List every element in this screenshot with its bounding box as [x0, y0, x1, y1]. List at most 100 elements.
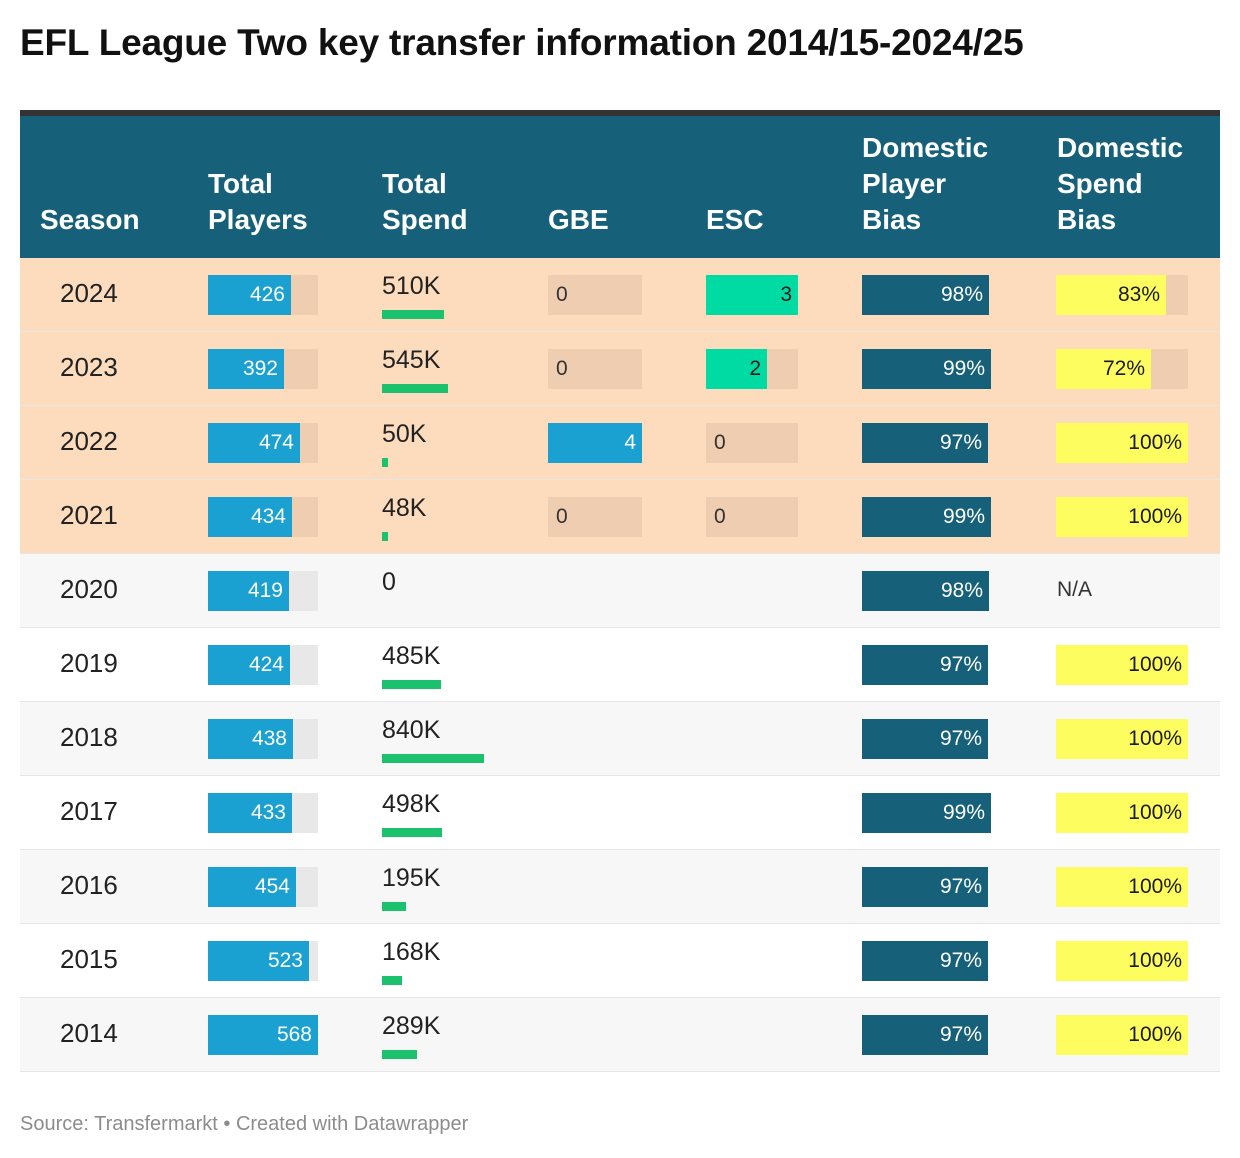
total-spend-value: 48K [382, 494, 427, 522]
gbe-bar: 0 [548, 349, 642, 389]
header-gbe: GBE [548, 204, 609, 235]
total-players-bar-fill: 424 [208, 645, 290, 685]
domestic-spend-bias-bar-fill: 72% [1056, 349, 1151, 389]
esc-bar-value: 0 [714, 505, 726, 528]
total-players-bar-fill: 433 [208, 793, 292, 833]
domestic-spend-bias-bar: 72% [1056, 349, 1188, 389]
domestic-player-bias-bar-fill: 97% [862, 423, 988, 463]
total-players-bar: 434 [208, 497, 318, 537]
domestic-spend-bias-bar: 100% [1056, 497, 1188, 537]
total-players-bar-fill: 434 [208, 497, 292, 537]
gbe-bar-value: 0 [556, 505, 568, 528]
domestic-spend-bias-bar: 100% [1056, 645, 1188, 685]
total-spend-bar [382, 680, 441, 689]
total-players-bar-fill: 419 [208, 571, 289, 611]
table-row: 2014 568 289K 97% 100% [20, 998, 1220, 1072]
domestic-spend-bias-bar-fill: 83% [1056, 275, 1166, 315]
domestic-spend-bias-bar: 100% [1056, 423, 1188, 463]
table-row: 2023 392 545K 0 2 99% 72% [20, 332, 1220, 406]
total-players-bar-fill: 392 [208, 349, 284, 389]
total-spend-bar [382, 828, 442, 837]
total-spend-value: 485K [382, 642, 441, 670]
total-spend-value: 50K [382, 420, 427, 448]
season-cell: 2022 [60, 426, 118, 456]
season-cell: 2024 [60, 278, 118, 308]
domestic-player-bias-bar: 97% [862, 867, 992, 907]
total-spend-value: 168K [382, 938, 441, 966]
gbe-bar: 0 [548, 497, 642, 537]
domestic-player-bias-bar-fill: 97% [862, 867, 988, 907]
header-total-spend: Total Spend [382, 168, 468, 235]
esc-bar: 0 [706, 497, 798, 537]
domestic-spend-bias-na: N/A [1057, 578, 1093, 601]
total-spend-bar [382, 384, 448, 393]
total-spend-bar [382, 902, 406, 911]
total-spend-value: 545K [382, 346, 441, 374]
total-players-bar: 523 [208, 941, 318, 981]
table-row: 2024 426 510K 0 3 98% 83% [20, 258, 1220, 332]
header-season: Season [40, 204, 140, 235]
header-total-players: Total Players [208, 168, 308, 235]
header-esc: ESC [706, 204, 764, 235]
table-top-rule [20, 110, 1220, 116]
domestic-player-bias-bar-fill: 99% [862, 793, 991, 833]
source-note: Source: Transfermarkt • Created with Dat… [20, 1113, 469, 1135]
total-spend-value: 195K [382, 864, 441, 892]
table-row: 2019 424 485K 97% 100% [20, 628, 1220, 702]
total-players-bar: 454 [208, 867, 318, 907]
total-players-bar: 392 [208, 349, 318, 389]
table-row: 2020 419 0 98% N/A [20, 554, 1220, 628]
total-players-bar: 426 [208, 275, 318, 315]
domestic-player-bias-bar: 99% [862, 793, 992, 833]
domestic-player-bias-bar-fill: 99% [862, 497, 991, 537]
season-cell: 2020 [60, 574, 118, 604]
season-cell: 2016 [60, 870, 118, 900]
table-row: 2018 438 840K 97% 100% [20, 702, 1220, 776]
domestic-player-bias-bar: 98% [862, 275, 992, 315]
total-spend-value: 840K [382, 716, 441, 744]
total-spend-bar [382, 310, 444, 319]
data-table: Season Total Players Total Spend GBE ESC… [20, 110, 1220, 1072]
total-spend-bar [382, 1050, 417, 1059]
domestic-spend-bias-bar-fill: 100% [1056, 867, 1188, 907]
domestic-player-bias-bar: 97% [862, 423, 992, 463]
total-players-bar: 438 [208, 719, 318, 759]
domestic-spend-bias-bar-fill: 100% [1056, 645, 1188, 685]
domestic-player-bias-bar-fill: 97% [862, 1015, 988, 1055]
table-row: 2017 433 498K 99% 100% [20, 776, 1220, 850]
total-spend-value: 510K [382, 272, 441, 300]
total-players-bar: 419 [208, 571, 318, 611]
season-cell: 2021 [60, 500, 118, 530]
domestic-spend-bias-bar-fill: 100% [1056, 423, 1188, 463]
esc-bar-value: 0 [714, 431, 726, 454]
total-players-bar-fill: 454 [208, 867, 296, 907]
table-row: 2022 474 50K 4 0 97% 100% [20, 406, 1220, 480]
domestic-spend-bias-bar: 100% [1056, 793, 1188, 833]
domestic-spend-bias-bar-fill: 100% [1056, 497, 1188, 537]
domestic-player-bias-bar: 99% [862, 497, 992, 537]
domestic-player-bias-bar: 99% [862, 349, 992, 389]
domestic-player-bias-bar-fill: 98% [862, 571, 989, 611]
season-cell: 2018 [60, 722, 118, 752]
gbe-bar-value: 0 [556, 357, 568, 380]
chart-title: EFL League Two key transfer information … [20, 22, 1024, 63]
esc-bar: 2 [706, 349, 798, 389]
total-spend-bar [382, 976, 402, 985]
gbe-bar: 4 [548, 423, 642, 463]
header-domestic-spend-bias: Domestic Spend Bias [1057, 132, 1184, 235]
domestic-spend-bias-bar: 83% [1056, 275, 1188, 315]
total-players-bar: 433 [208, 793, 318, 833]
domestic-player-bias-bar-fill: 97% [862, 941, 988, 981]
domestic-spend-bias-bar-fill: 100% [1056, 793, 1188, 833]
gbe-bar-fill: 4 [548, 423, 642, 463]
table-header: Season Total Players Total Spend GBE ESC… [20, 116, 1220, 258]
season-cell: 2023 [60, 352, 118, 382]
total-spend-bar [382, 754, 484, 763]
domestic-player-bias-bar: 97% [862, 941, 992, 981]
total-players-bar: 424 [208, 645, 318, 685]
table-body: 2024 426 510K 0 3 98% 83% 2023 392 545K 0 2 99% 72% 20… [20, 258, 1220, 1072]
gbe-bar: 0 [548, 275, 642, 315]
total-spend-value: 498K [382, 790, 441, 818]
total-spend-bar [382, 532, 388, 541]
domestic-player-bias-bar-fill: 97% [862, 719, 988, 759]
